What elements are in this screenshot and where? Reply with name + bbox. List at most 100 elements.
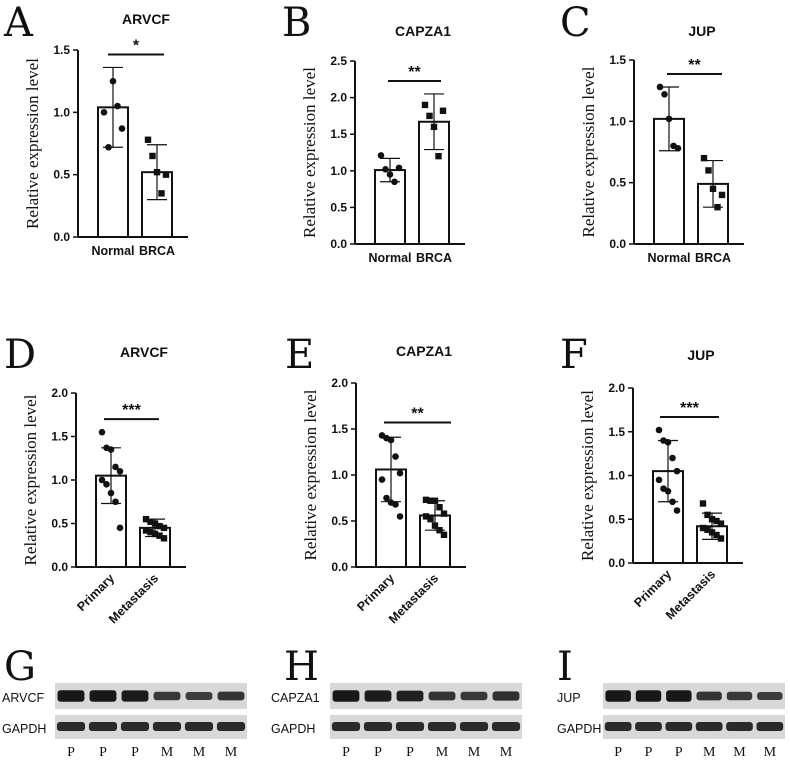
significance-marker: * (133, 37, 140, 54)
control-label: GAPDH (271, 722, 315, 736)
y-tick-label: 1.0 (51, 473, 68, 487)
data-point (673, 467, 681, 475)
data-point (107, 446, 115, 453)
data-point (112, 463, 119, 471)
band-gapdh (459, 722, 489, 731)
y-tick-label: 2.0 (51, 386, 68, 400)
data-point (118, 125, 126, 132)
chart-title: ARVCF (122, 11, 170, 27)
lane-label: M (733, 745, 746, 760)
band-gapdh (604, 722, 632, 731)
band-gapdh (184, 722, 214, 731)
significance-marker: *** (680, 400, 699, 417)
data-point (431, 522, 439, 529)
x-tick-label: BRCA (416, 251, 452, 265)
y-tick-label: 0.5 (53, 168, 70, 182)
chart-title: CAPZA1 (395, 23, 451, 39)
band-target (153, 691, 181, 701)
data-point (386, 171, 394, 178)
band-target (757, 692, 783, 700)
data-point (149, 152, 156, 160)
data-point (673, 507, 681, 514)
y-tick-label: 0.5 (51, 517, 68, 531)
chart-panel-d: D ARVCF Relative expression level 0.0 0.5 1.0… (4, 332, 186, 626)
band-gapdh (491, 722, 521, 731)
data-point (704, 511, 711, 519)
data-point (435, 152, 442, 160)
protein-label: ARVCF (2, 691, 45, 705)
panel-letter: C (560, 0, 591, 46)
data-point (669, 454, 676, 462)
data-point (395, 164, 403, 172)
data-point (713, 531, 720, 539)
protein-label: JUP (557, 691, 581, 705)
band-target (492, 691, 520, 701)
y-axis-label: Relative expression level (301, 389, 320, 560)
chart-panel-a: A ARVCF Relative expression level 0.0 0.5 1.0… (3, 0, 188, 258)
band-gapdh (88, 722, 118, 731)
data-point (107, 489, 115, 497)
data-point (704, 526, 711, 533)
data-point (699, 500, 707, 507)
y-tick-label: 2.5 (330, 54, 347, 68)
data-point (377, 152, 385, 159)
y-tick-label: 2.0 (330, 91, 347, 105)
y-tick-label: 0.5 (609, 176, 626, 190)
data-point (103, 481, 110, 488)
y-tick-label: 1.0 (331, 468, 348, 482)
data-point (655, 426, 663, 434)
band-target (635, 690, 662, 702)
significance-marker: ** (408, 64, 421, 81)
lane-label: P (675, 745, 683, 760)
band-target (396, 690, 424, 702)
panel-letter: A (3, 0, 34, 46)
band-target (332, 690, 360, 702)
data-point (144, 136, 152, 143)
band-gapdh (56, 722, 86, 731)
blot-membrane-gapdh (55, 715, 247, 739)
panel-letter: H (284, 644, 319, 690)
x-tick-label: Primary (74, 571, 117, 614)
lane-label: M (225, 745, 238, 760)
x-tick-label: Normal (368, 251, 411, 265)
blot-membrane-gapdh (330, 715, 522, 739)
data-point (382, 166, 389, 173)
band-target (460, 691, 488, 701)
data-point (699, 524, 707, 532)
band-target (696, 691, 722, 701)
data-point (387, 436, 395, 444)
y-tick-label: 1.0 (609, 114, 626, 128)
data-point (147, 529, 154, 536)
data-point (700, 154, 708, 162)
lane-label: M (193, 745, 206, 760)
y-tick-label: 1.5 (331, 422, 348, 436)
data-point (436, 504, 443, 511)
panel-letter: G (4, 644, 36, 690)
band-target (726, 691, 753, 701)
data-point (392, 501, 399, 508)
control-label: GAPDH (2, 722, 46, 736)
data-point (713, 517, 720, 525)
data-point (112, 498, 119, 506)
y-tick-label: 2.0 (331, 376, 348, 390)
y-tick-label: 1.0 (608, 469, 625, 483)
x-tick-label: BRCA (139, 244, 175, 258)
data-point (142, 527, 150, 534)
x-tick-label: BRCA (695, 251, 731, 265)
control-label: GAPDH (557, 722, 601, 736)
data-point (664, 438, 672, 446)
data-point (156, 522, 163, 530)
data-point (391, 178, 398, 186)
band-gapdh (395, 722, 425, 731)
data-point (661, 91, 668, 98)
lane-label: P (406, 745, 414, 760)
data-point (378, 476, 386, 483)
data-point (98, 476, 106, 484)
y-tick-label: 0.0 (331, 560, 348, 574)
lane-label: P (614, 745, 622, 760)
y-axis-label: Relative expression level (578, 390, 597, 561)
data-point (427, 497, 434, 504)
x-tick-label: Normal (91, 244, 134, 258)
